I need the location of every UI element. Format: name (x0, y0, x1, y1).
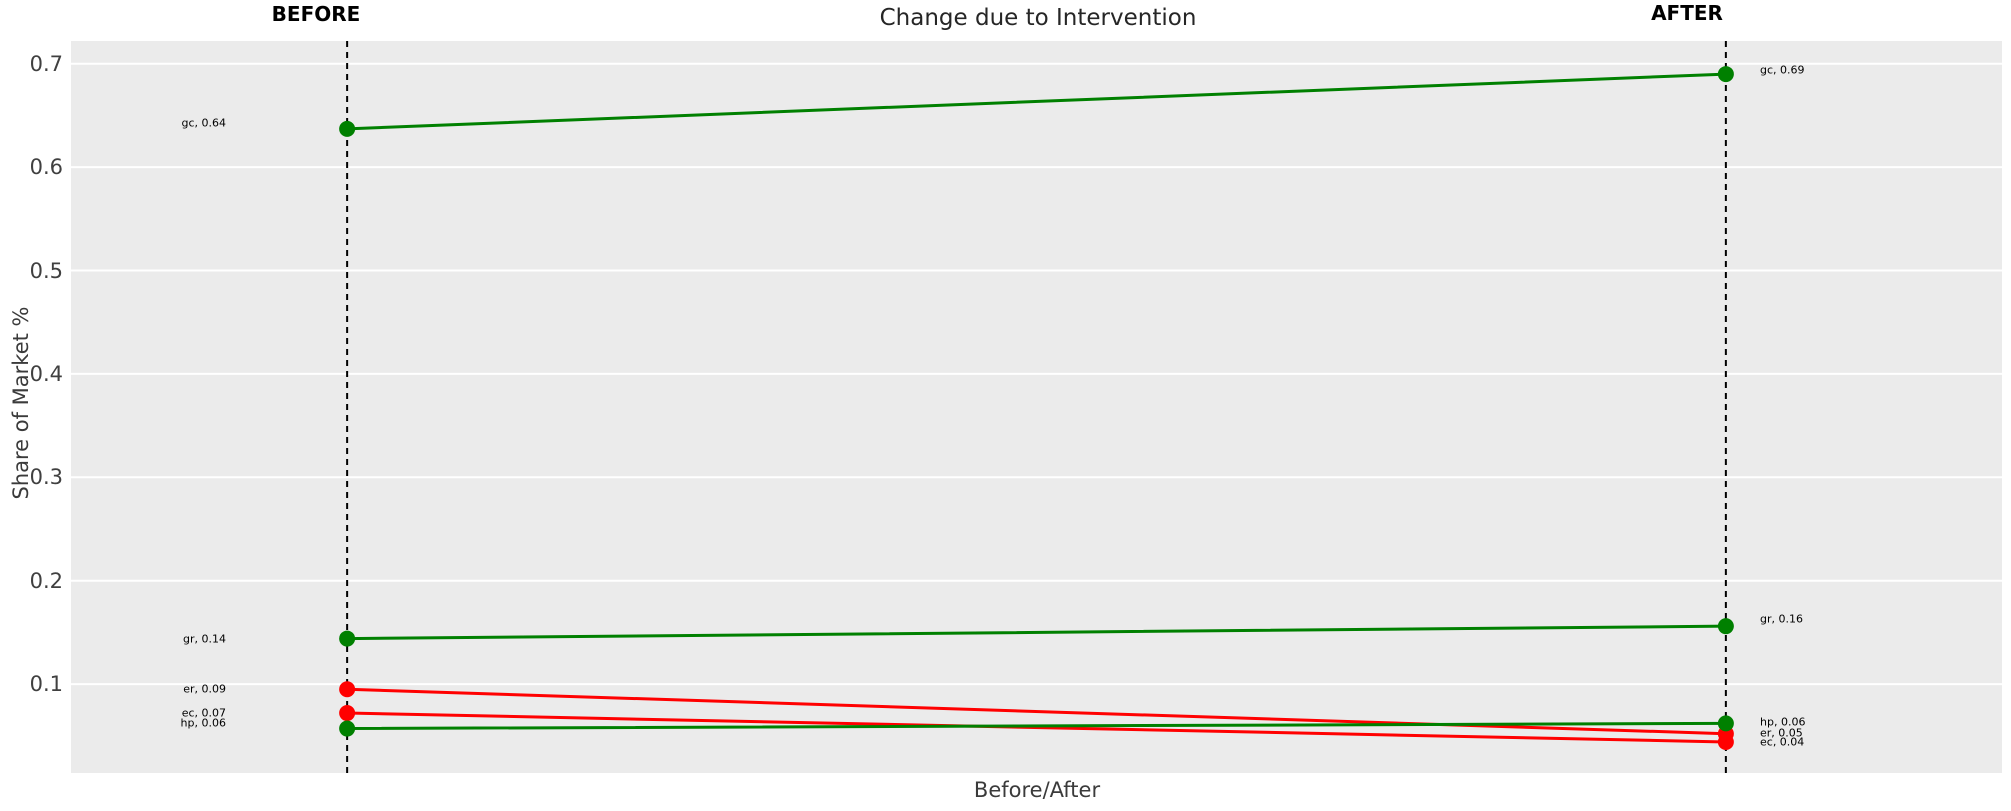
point-label-er-before: er, 0.09 (183, 682, 226, 696)
data-point-gc-after (1717, 66, 1734, 83)
slope-line-er (345, 687, 1728, 736)
after-column-label: AFTER (1651, 1, 1723, 25)
data-point-ec-after (1717, 733, 1734, 750)
slope-line-hp (345, 721, 1728, 731)
data-point-gr-after (1717, 618, 1734, 635)
y-tick-label: 0.3 (29, 465, 63, 490)
y-tick-label: 0.6 (29, 155, 63, 180)
data-point-hp-after (1717, 715, 1734, 732)
point-label-ec-after: ec, 0.04 (1760, 735, 1805, 749)
point-label-gr-after: gr, 0.16 (1760, 612, 1803, 626)
before-column-label: BEFORE (271, 2, 361, 26)
point-label-ec-before: ec, 0.07 (181, 706, 226, 720)
data-point-ec-before (339, 705, 356, 722)
data-point-gc-before (339, 120, 356, 137)
plot-area (71, 41, 2002, 773)
x-axis-label: Before/After (973, 778, 1101, 802)
point-label-gc-before: gc, 0.64 (181, 116, 226, 130)
slope-line-ec (345, 711, 1728, 744)
y-tick-label: 0.1 (29, 672, 63, 697)
point-label-gr-before: gr, 0.14 (183, 632, 226, 646)
data-point-gr-before (339, 630, 356, 647)
data-point-er-before (339, 681, 356, 698)
data-point-hp-before (339, 720, 356, 737)
y-tick-label: 0.4 (29, 361, 63, 386)
chart-title: Change due to Intervention (879, 5, 1197, 31)
slope-line-gc (345, 72, 1728, 131)
y-tick-label: 0.5 (29, 258, 63, 283)
slope-line-gr (345, 624, 1728, 641)
point-label-gc-after: gc, 0.69 (1760, 63, 1805, 77)
slope-plot-canvas (71, 41, 2002, 773)
point-label-er-after: er, 0.05 (1760, 726, 1803, 740)
y-tick-label: 0.2 (29, 568, 63, 593)
point-label-hp-before: hp, 0.06 (180, 716, 226, 730)
point-label-hp-after: hp, 0.06 (1760, 715, 1806, 729)
y-tick-label: 0.7 (29, 51, 63, 76)
